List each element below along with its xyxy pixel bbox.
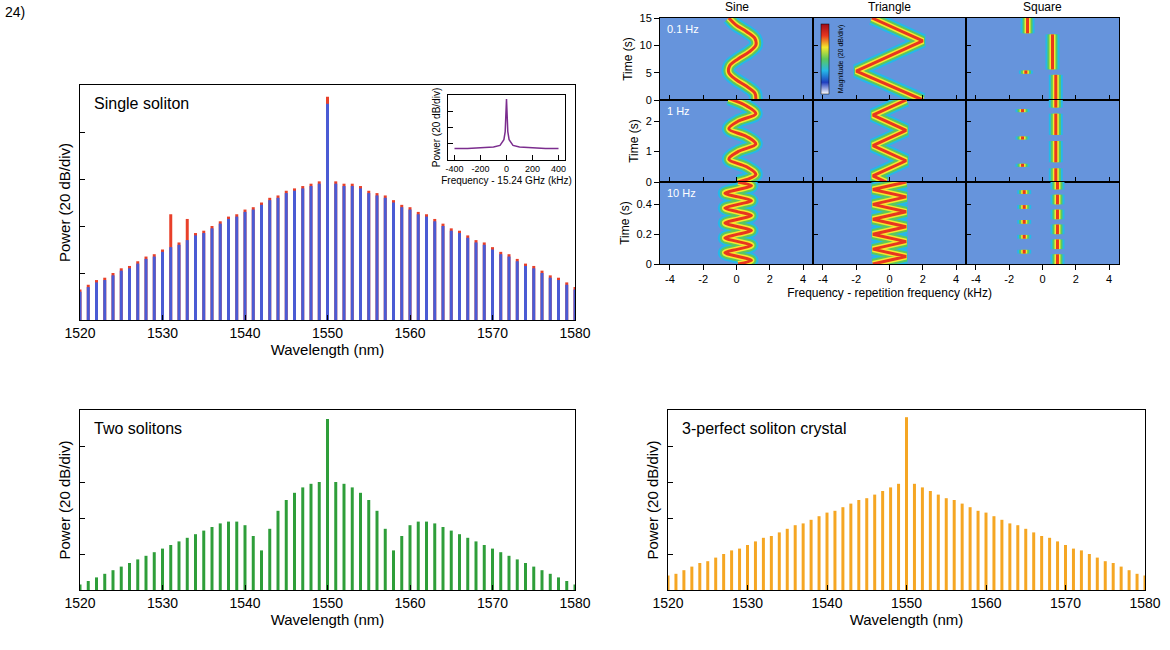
svg-text:200: 200 xyxy=(525,164,540,174)
svg-text:-4: -4 xyxy=(971,273,981,285)
svg-text:-4: -4 xyxy=(665,273,675,285)
svg-text:4: 4 xyxy=(953,273,959,285)
svg-text:0: 0 xyxy=(504,164,509,174)
svg-text:1520: 1520 xyxy=(64,325,95,341)
svg-text:15: 15 xyxy=(640,12,652,24)
svg-text:1540: 1540 xyxy=(229,325,260,341)
svg-text:1570: 1570 xyxy=(1050,595,1081,611)
svg-text:1540: 1540 xyxy=(811,595,842,611)
svg-text:Square: Square xyxy=(1023,0,1062,14)
svg-text:0.4: 0.4 xyxy=(637,198,652,210)
svg-text:Frequency - 15.24 GHz (kHz): Frequency - 15.24 GHz (kHz) xyxy=(441,175,572,186)
svg-text:0.2: 0.2 xyxy=(637,228,652,240)
svg-text:Two solitons: Two solitons xyxy=(94,420,182,437)
svg-text:1520: 1520 xyxy=(652,595,683,611)
svg-text:Power (20 dB/div): Power (20 dB/div) xyxy=(56,143,73,262)
svg-text:1570: 1570 xyxy=(477,325,508,341)
svg-text:5: 5 xyxy=(646,67,652,79)
svg-text:0: 0 xyxy=(646,94,652,106)
svg-text:2: 2 xyxy=(646,115,652,127)
svg-text:4: 4 xyxy=(800,273,806,285)
svg-text:-400: -400 xyxy=(445,164,463,174)
svg-text:1540: 1540 xyxy=(229,595,260,611)
svg-text:Time (s): Time (s) xyxy=(627,119,641,163)
svg-text:-200: -200 xyxy=(471,164,489,174)
svg-text:-2: -2 xyxy=(1004,273,1014,285)
svg-text:0.1 Hz: 0.1 Hz xyxy=(667,23,699,35)
svg-text:Power (20 dB/div): Power (20 dB/div) xyxy=(644,440,661,559)
svg-text:Wavelength (nm): Wavelength (nm) xyxy=(850,611,964,628)
svg-text:0: 0 xyxy=(646,258,652,270)
svg-text:0: 0 xyxy=(886,273,892,285)
svg-text:-2: -2 xyxy=(698,273,708,285)
svg-text:0: 0 xyxy=(1039,273,1045,285)
svg-text:1530: 1530 xyxy=(147,325,178,341)
svg-text:24): 24) xyxy=(5,4,25,20)
svg-text:1560: 1560 xyxy=(970,595,1001,611)
svg-text:1520: 1520 xyxy=(64,595,95,611)
svg-text:1580: 1580 xyxy=(1129,595,1160,611)
svg-text:1580: 1580 xyxy=(559,595,590,611)
svg-text:Power (20 dB/div): Power (20 dB/div) xyxy=(431,88,442,167)
svg-text:10 Hz: 10 Hz xyxy=(667,187,696,199)
svg-text:Wavelength (nm): Wavelength (nm) xyxy=(271,611,385,628)
svg-text:10: 10 xyxy=(640,39,652,51)
svg-text:Single soliton: Single soliton xyxy=(94,95,189,112)
svg-text:Triangle: Triangle xyxy=(868,0,911,14)
svg-text:2: 2 xyxy=(767,273,773,285)
svg-text:2: 2 xyxy=(1073,273,1079,285)
svg-text:Wavelength (nm): Wavelength (nm) xyxy=(271,341,385,358)
svg-text:1550: 1550 xyxy=(891,595,922,611)
svg-text:1550: 1550 xyxy=(312,325,343,341)
svg-text:Magnitude (20 dB/div): Magnitude (20 dB/div) xyxy=(837,25,845,93)
svg-text:-2: -2 xyxy=(851,273,861,285)
svg-text:0: 0 xyxy=(733,273,739,285)
svg-text:1530: 1530 xyxy=(147,595,178,611)
svg-text:1550: 1550 xyxy=(312,595,343,611)
svg-text:400: 400 xyxy=(551,164,566,174)
svg-text:Power (20 dB/div): Power (20 dB/div) xyxy=(56,440,73,559)
svg-text:1: 1 xyxy=(646,145,652,157)
svg-text:Frequency - repetition frequen: Frequency - repetition frequency (kHz) xyxy=(787,286,992,300)
svg-text:Sine: Sine xyxy=(725,0,749,14)
svg-text:2: 2 xyxy=(920,273,926,285)
svg-text:1580: 1580 xyxy=(559,325,590,341)
svg-text:-4: -4 xyxy=(818,273,828,285)
svg-text:1570: 1570 xyxy=(477,595,508,611)
svg-text:1530: 1530 xyxy=(732,595,763,611)
svg-text:0: 0 xyxy=(646,176,652,188)
svg-text:1 Hz: 1 Hz xyxy=(667,105,690,117)
svg-text:Time (s): Time (s) xyxy=(618,201,632,245)
svg-text:1560: 1560 xyxy=(394,595,425,611)
svg-text:Time (s): Time (s) xyxy=(621,37,635,81)
svg-text:3-perfect soliton crystal: 3-perfect soliton crystal xyxy=(682,420,847,437)
svg-text:1560: 1560 xyxy=(394,325,425,341)
svg-text:4: 4 xyxy=(1106,273,1112,285)
